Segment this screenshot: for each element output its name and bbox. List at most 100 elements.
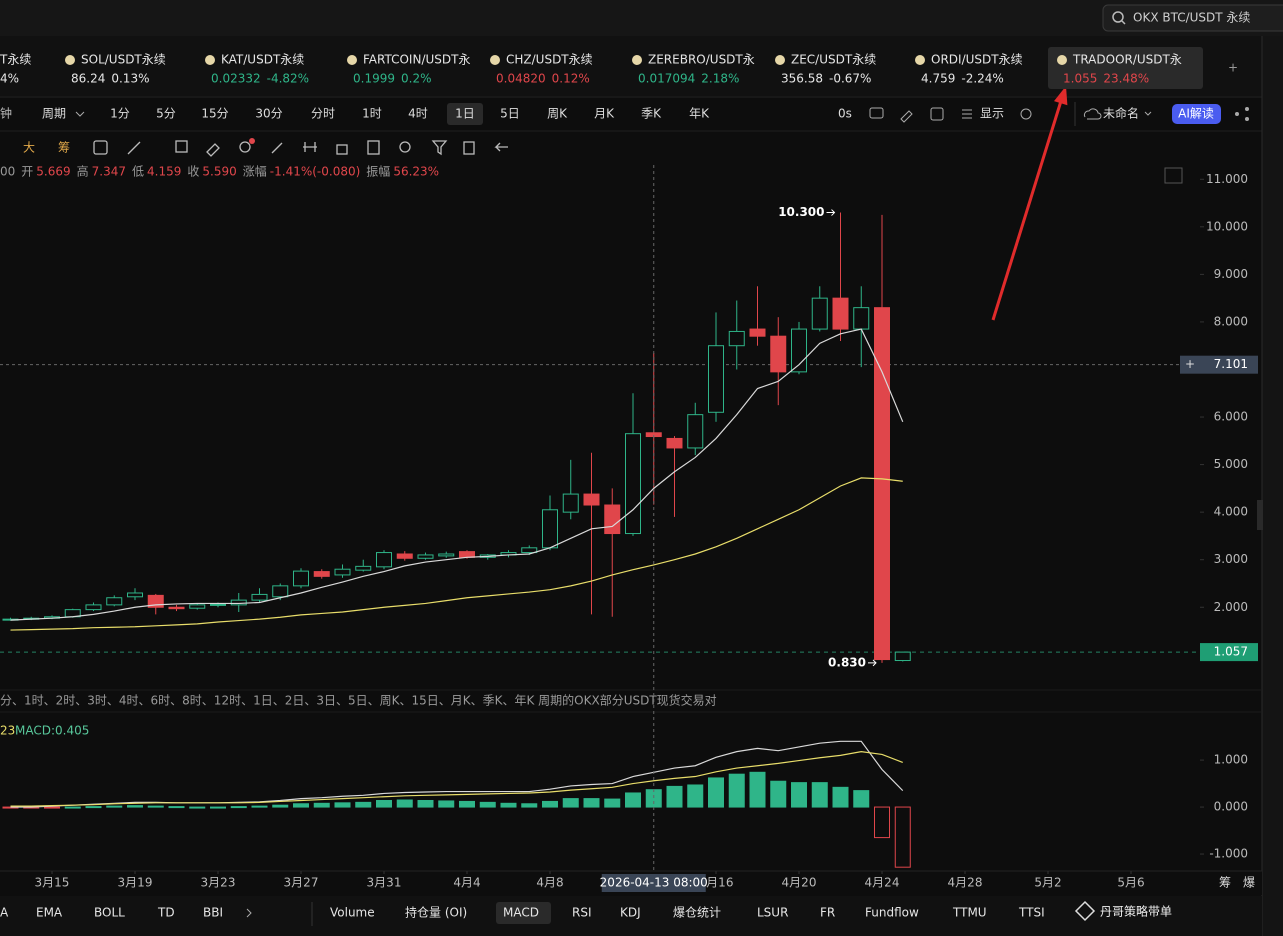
panel-handle[interactable] — [1257, 500, 1263, 530]
timeframe[interactable]: 1分 — [110, 107, 130, 121]
timeframe[interactable]: 4时 — [408, 107, 428, 121]
ticker-name[interactable]: ZEC/USDT永续 — [791, 53, 876, 67]
axis-corner: 筹 — [1219, 876, 1231, 890]
ticker-name[interactable]: T永续 — [0, 53, 31, 67]
display-button[interactable]: 显示 — [980, 107, 1004, 121]
share-icon[interactable] — [1235, 112, 1239, 116]
dropdown-icon — [75, 111, 85, 117]
search-text: OKX BTC/USDT 永续 — [1133, 11, 1250, 25]
ticker-name[interactable]: FARTCOIN/USDT永 — [363, 53, 470, 67]
tool-icon[interactable] — [239, 141, 251, 153]
y-tick-label: 1.000 — [1214, 753, 1248, 767]
candle-body — [542, 509, 559, 549]
indicator-tab[interactable]: EMA — [36, 906, 63, 920]
ticker-name[interactable]: KAT/USDT永续 — [221, 53, 304, 67]
macd-bar — [832, 786, 849, 808]
tool-icon[interactable] — [127, 141, 141, 155]
indicator-tab[interactable]: LSUR — [757, 906, 788, 920]
indicator-tab[interactable]: KDJ — [620, 906, 641, 920]
indicator-tab[interactable]: 持仓量 (OI) — [405, 905, 467, 920]
info-label: 开 — [21, 165, 33, 179]
tool-icon[interactable] — [431, 140, 448, 156]
timeframe[interactable]: 15分 — [201, 107, 228, 121]
timeframe[interactable]: 周K — [547, 107, 568, 121]
x-tick-label: 4月20 — [782, 876, 817, 890]
candle-body — [811, 297, 828, 330]
candle-body — [334, 568, 351, 576]
timeframe[interactable]: 1时 — [362, 107, 382, 121]
timeframe[interactable]: 1日 — [455, 107, 475, 121]
indicator-tab[interactable]: FR — [820, 906, 835, 920]
pen-icon[interactable] — [900, 110, 913, 123]
ai-label: AI解读 — [1178, 107, 1214, 121]
y-tick-label: 5.000 — [1214, 457, 1248, 471]
indicator-tab[interactable]: A — [0, 906, 9, 920]
indicator-tab[interactable]: BBI — [203, 906, 223, 920]
indicator-tab[interactable]: TTSI — [1018, 906, 1045, 920]
period-label[interactable]: 周期 — [42, 107, 66, 121]
tool-icon[interactable] — [399, 141, 411, 153]
candle-body — [85, 604, 102, 611]
x-axis: 3月15 3月19 3月23 3月27 3月31 4月4 4月8 4月16 4月20 4月24 4月… — [35, 871, 1255, 892]
tool-icon[interactable] — [175, 140, 188, 153]
macd-bar — [127, 805, 144, 808]
timeframe[interactable]: 年K — [689, 107, 710, 121]
ticker-name[interactable]: ZEREBRO/USDT永 — [648, 53, 755, 67]
ticker-name[interactable]: CHZ/USDT永续 — [506, 53, 593, 67]
indicator-tab[interactable]: Volume — [330, 906, 375, 920]
timeframe[interactable]: 5分 — [156, 107, 176, 121]
timeframe-row: 1分 5分 15分 30分 分时 1时 4时 1日 5日 周K 月K 季K 年K — [110, 103, 710, 125]
timeframe[interactable]: 5日 — [500, 107, 520, 121]
macd-bar — [708, 777, 725, 808]
timeframe[interactable]: 季K — [641, 107, 662, 121]
crosshair-plus: + — [1185, 357, 1195, 371]
more-icon[interactable] — [246, 908, 252, 918]
tool-icon[interactable] — [336, 144, 348, 155]
macd-bar — [791, 782, 808, 808]
top-bar — [0, 0, 1283, 36]
indicator-tab[interactable]: MACD — [503, 906, 539, 920]
tool-icon[interactable] — [367, 140, 380, 155]
macd-title: MACD:0.405 — [15, 724, 89, 738]
macd-bar — [728, 773, 745, 808]
indicator-tab[interactable]: Fundflow — [865, 906, 919, 920]
camera-icon[interactable] — [869, 107, 884, 119]
add-ticker[interactable]: + — [1228, 61, 1238, 75]
tool-icon[interactable] — [494, 142, 508, 152]
draw-tool[interactable]: 大 — [23, 141, 35, 155]
tool-icon[interactable] — [271, 142, 283, 154]
crosshair-x-box — [601, 874, 706, 892]
fullscreen-icon[interactable] — [1164, 167, 1183, 184]
y-tick-label: -1.000 — [1209, 847, 1248, 861]
search-box[interactable] — [1102, 4, 1283, 32]
layout-name[interactable]: 未命名 — [1103, 106, 1139, 121]
macd-bar — [459, 800, 476, 808]
timeframe[interactable]: 30分 — [255, 107, 282, 121]
ticker-icon — [1057, 55, 1067, 65]
indicator-tab[interactable]: TD — [157, 906, 175, 920]
ticker-price: 4.759 — [921, 72, 955, 86]
ai-button[interactable] — [1172, 104, 1221, 124]
candle-body — [604, 504, 621, 535]
candle-body — [874, 307, 891, 661]
ticker-name[interactable]: TRADOOR/USDT永 — [1072, 53, 1182, 67]
tool-icon[interactable] — [93, 140, 108, 155]
ticker-name[interactable]: SOL/USDT永续 — [81, 53, 166, 67]
indicator-tab[interactable]: TTMU — [952, 906, 987, 920]
macd-bar — [645, 789, 662, 808]
indicator-tab[interactable]: BOLL — [94, 906, 125, 920]
timeframe[interactable]: 月K — [594, 107, 615, 121]
draw-tool-icons — [93, 140, 508, 157]
timeframe[interactable]: 分时 — [311, 107, 335, 121]
indicator-tab[interactable]: RSI — [572, 906, 592, 920]
candle-body — [127, 592, 144, 598]
y-tick-label: 8.000 — [1214, 314, 1248, 328]
settings-icon[interactable] — [1020, 108, 1032, 120]
draw-tool[interactable]: 筹 — [58, 141, 70, 155]
tool-icon[interactable] — [303, 142, 317, 152]
window-icon[interactable] — [930, 107, 944, 121]
ticker-name[interactable]: ORDI/USDT永续 — [931, 53, 1023, 67]
tool-icon[interactable] — [463, 141, 475, 155]
indicator-tab[interactable]: 爆仓统计 — [673, 906, 721, 920]
tool-icon[interactable] — [206, 143, 220, 157]
